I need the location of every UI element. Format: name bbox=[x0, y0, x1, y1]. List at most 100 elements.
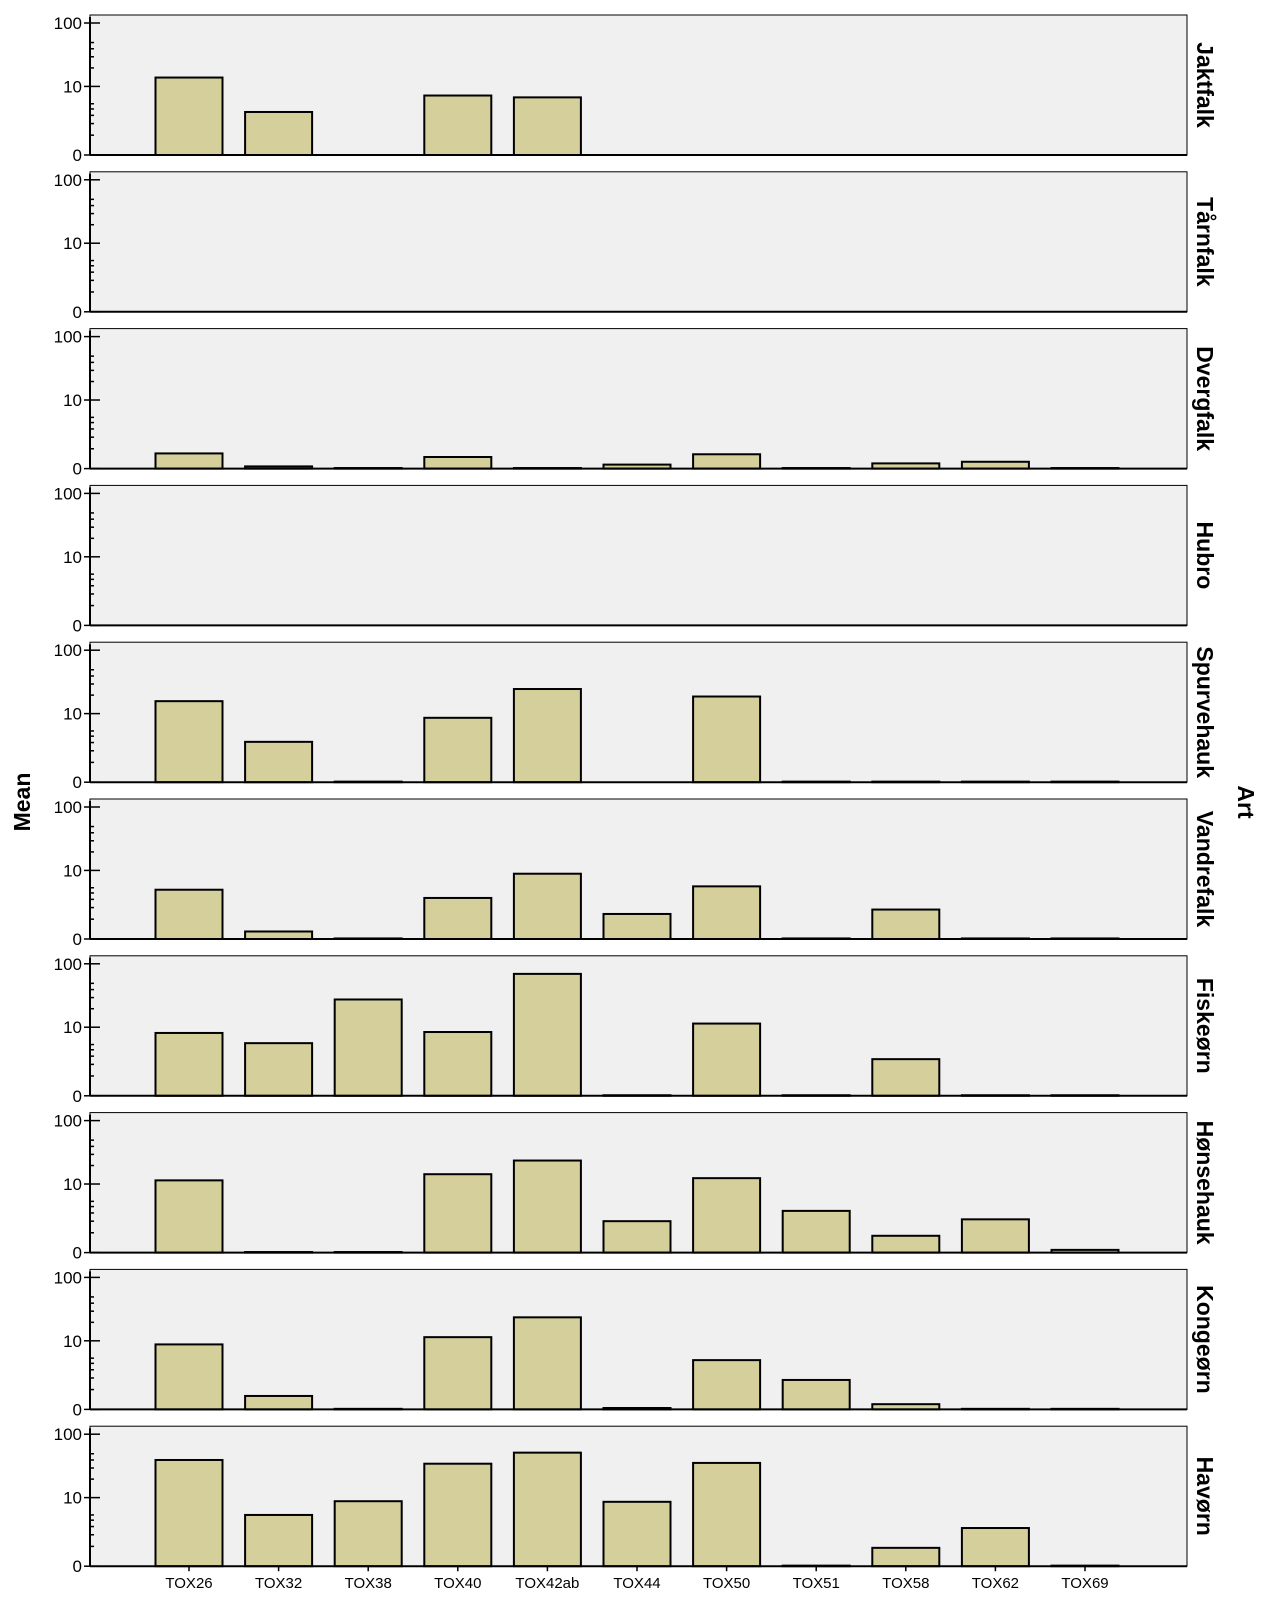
y-tick-label: 100 bbox=[54, 955, 82, 974]
y-tick-label: 10 bbox=[63, 861, 82, 880]
y-tick-label: 0 bbox=[73, 1244, 82, 1263]
bar bbox=[514, 1161, 581, 1253]
bar bbox=[872, 1236, 939, 1253]
x-tick-label: TOX32 bbox=[255, 1575, 302, 1592]
bar bbox=[693, 454, 760, 468]
bar bbox=[424, 1464, 491, 1566]
y-tick-label: 0 bbox=[73, 460, 82, 479]
y-tick-label: 0 bbox=[73, 1400, 82, 1419]
bar bbox=[514, 1453, 581, 1567]
y-tick-label: 10 bbox=[63, 548, 82, 567]
bar bbox=[693, 1463, 760, 1566]
y-tick-label: 100 bbox=[54, 798, 82, 817]
bar bbox=[872, 910, 939, 939]
bar bbox=[335, 1501, 402, 1566]
bar bbox=[604, 1221, 671, 1252]
facet-panel: 0 10 100 Jaktfalk bbox=[54, 14, 1218, 165]
y-tick-label: 100 bbox=[54, 171, 82, 190]
bar bbox=[783, 1380, 850, 1409]
bar bbox=[424, 898, 491, 939]
x-axis-tick-labels: TOX26 TOX32 TOX38 TOX40 TOX42ab TOX44 TOX50 TOX… bbox=[165, 1566, 1108, 1592]
x-tick-label: TOX69 bbox=[1061, 1575, 1108, 1592]
y-tick-label: 10 bbox=[63, 1332, 82, 1351]
y-tick-label: 10 bbox=[63, 234, 82, 253]
bar bbox=[962, 462, 1029, 469]
facet-panel: 0 10 100 Vandrefalk bbox=[54, 798, 1218, 949]
y-tick-label: 100 bbox=[54, 1425, 82, 1444]
panel-background bbox=[90, 329, 1187, 469]
bar bbox=[156, 890, 223, 939]
x-tick-label: TOX38 bbox=[345, 1575, 392, 1592]
bar bbox=[514, 689, 581, 782]
x-tick-label: TOX40 bbox=[434, 1575, 481, 1592]
bar bbox=[245, 742, 312, 782]
bar bbox=[424, 1032, 491, 1096]
bar bbox=[156, 1460, 223, 1566]
panel-background bbox=[90, 485, 1187, 625]
y-tick-label: 0 bbox=[73, 1557, 82, 1576]
panel-background bbox=[90, 172, 1187, 312]
x-tick-label: TOX50 bbox=[703, 1575, 750, 1592]
y-tick-label: 0 bbox=[73, 930, 82, 949]
y-tick-label: 100 bbox=[54, 1112, 82, 1131]
x-tick-label: TOX62 bbox=[972, 1575, 1019, 1592]
y-tick-label: 100 bbox=[54, 641, 82, 660]
facet-label: Dvergfalk bbox=[1192, 346, 1218, 451]
bar bbox=[693, 1360, 760, 1409]
bar bbox=[424, 1174, 491, 1252]
y-tick-label: 10 bbox=[63, 77, 82, 96]
bar bbox=[424, 1337, 491, 1409]
y-tick-label: 10 bbox=[63, 1489, 82, 1508]
bar bbox=[245, 931, 312, 939]
bar bbox=[693, 697, 760, 783]
bar bbox=[156, 453, 223, 468]
bar bbox=[693, 886, 760, 939]
bar bbox=[156, 1344, 223, 1409]
facet-label: Hønsehauk bbox=[1192, 1121, 1218, 1245]
bar bbox=[245, 1043, 312, 1096]
facet-label: Vandrefalk bbox=[1192, 811, 1218, 928]
y-tick-label: 100 bbox=[54, 484, 82, 503]
y-tick-label: 0 bbox=[73, 616, 82, 635]
facet-label: Spurvehauk bbox=[1192, 646, 1218, 778]
facet-label: Kongeørn bbox=[1192, 1285, 1218, 1394]
bar bbox=[514, 97, 581, 155]
y-tick-label: 100 bbox=[54, 328, 82, 347]
y-tick-label: 100 bbox=[54, 14, 82, 33]
panel-background bbox=[90, 1269, 1187, 1409]
bar bbox=[872, 1059, 939, 1096]
y-tick-label: 100 bbox=[54, 1268, 82, 1287]
y-tick-label: 10 bbox=[63, 1018, 82, 1037]
y-tick-label: 10 bbox=[63, 391, 82, 410]
facet-panel: 0 10 100 Spurvehauk bbox=[54, 641, 1218, 792]
facet-label: Jaktfalk bbox=[1192, 42, 1218, 128]
x-tick-label: TOX51 bbox=[793, 1575, 840, 1592]
bar bbox=[693, 1024, 760, 1096]
bar bbox=[245, 112, 312, 155]
bar bbox=[514, 1317, 581, 1409]
facet-label: Fiskeørn bbox=[1192, 978, 1218, 1074]
facet-axis-title: Art bbox=[1233, 785, 1259, 819]
bar bbox=[245, 1515, 312, 1566]
y-tick-label: 0 bbox=[73, 303, 82, 322]
x-tick-label: TOX44 bbox=[613, 1575, 660, 1592]
y-tick-label: 10 bbox=[63, 705, 82, 724]
bar bbox=[245, 1396, 312, 1409]
facet-panel: 0 10 100 Dvergfalk bbox=[54, 328, 1218, 479]
bar bbox=[424, 718, 491, 782]
facet-panel: 0 10 100 Hubro bbox=[54, 484, 1218, 635]
facet-label: Hubro bbox=[1192, 522, 1218, 590]
bar bbox=[604, 1502, 671, 1566]
bar bbox=[693, 1178, 760, 1252]
facet-label: Tårnfalk bbox=[1192, 197, 1218, 287]
bar bbox=[335, 999, 402, 1095]
bar bbox=[514, 974, 581, 1096]
bar bbox=[156, 1033, 223, 1096]
facet-panel: 0 10 100 Tårnfalk bbox=[54, 171, 1218, 322]
facet-panels: 010100Jaktfalk010100Tårnfalk010100Dvergf… bbox=[54, 14, 1218, 1576]
bar bbox=[424, 457, 491, 469]
facet-panel: 0 10 100 Havørn bbox=[54, 1425, 1218, 1576]
facet-panel: 0 10 100 Fiskeørn bbox=[54, 955, 1218, 1106]
facet-label: Havørn bbox=[1192, 1457, 1218, 1536]
